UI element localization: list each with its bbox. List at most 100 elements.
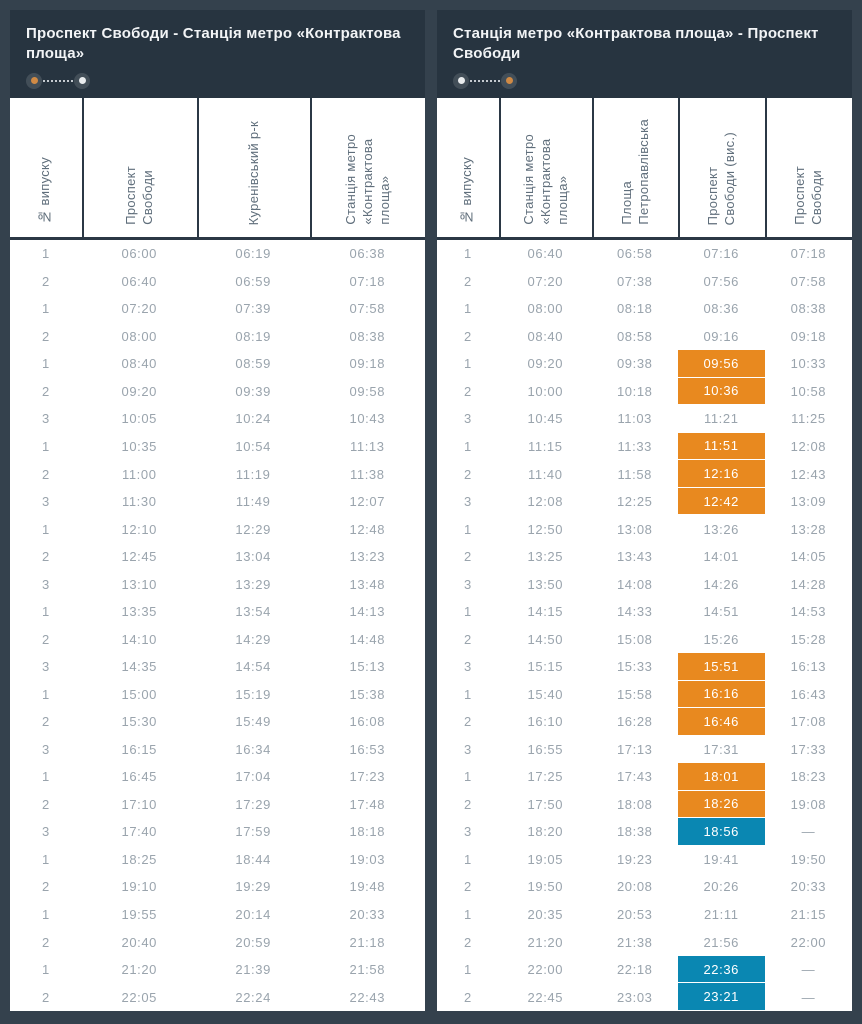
time-cell: 19:50 <box>790 851 827 867</box>
time-cell: 18:23 <box>790 769 827 785</box>
run-number-cell: 3 <box>41 659 50 675</box>
run-number-cell: 3 <box>41 741 50 757</box>
timetable-row: 1 08:00 08:18 08:36 08:38 <box>437 295 852 323</box>
route-dotted-line <box>43 79 73 82</box>
time-cell: 06:40 <box>121 273 158 289</box>
timetable-panel-return: Станція метро «Контрактова площа» - Прос… <box>437 10 852 1011</box>
time-cell: 14:35 <box>121 659 158 675</box>
time-cell: 06:19 <box>235 246 271 262</box>
column-header-label: Площа Петропавлівська <box>618 119 651 225</box>
time-cell: 22:18 <box>616 962 653 978</box>
column-header: Проспект Свободи <box>81 98 197 237</box>
time-cell: 16:53 <box>349 741 386 757</box>
column-header: Станція метро «Контрактова площа» <box>309 98 425 237</box>
time-cell: 22:24 <box>235 989 271 1005</box>
run-number-cell: 1 <box>463 438 472 454</box>
run-number-cell: 2 <box>463 273 472 289</box>
time-cell: 08:40 <box>121 356 158 372</box>
timetable-row: 2 12:45 13:04 13:23 <box>10 543 425 571</box>
route-end-dot <box>78 77 86 84</box>
time-cell: 19:08 <box>790 796 827 812</box>
time-cell: 14:51 <box>703 604 740 620</box>
time-cell: — <box>801 824 816 840</box>
time-cell: 17:40 <box>121 824 158 840</box>
timetable-row: 2 20:40 20:59 21:18 <box>10 928 425 956</box>
timetable-row: 1 13:35 13:54 14:13 <box>10 598 425 626</box>
time-cell: 09:16 <box>703 328 740 344</box>
time-cell: 17:33 <box>790 741 827 757</box>
timetable-row: 2 15:30 15:49 16:08 <box>10 708 425 736</box>
timetable-row: 2 19:50 20:08 20:26 20:33 <box>437 873 852 901</box>
timetable-row: 1 15:00 15:19 15:38 <box>10 681 425 709</box>
time-cell: 10:24 <box>235 411 271 427</box>
time-cell: 17:59 <box>235 824 271 840</box>
time-cell: 17:29 <box>235 796 271 812</box>
timetable-row: 2 19:10 19:29 19:48 <box>10 873 425 901</box>
time-cell: 16:13 <box>790 659 827 675</box>
time-cell: 12:29 <box>235 521 271 537</box>
route-title-outbound: Проспект Свободи - Станція метро «Контра… <box>26 25 401 63</box>
time-cell: 20:08 <box>616 879 653 895</box>
route-end-dot-halo <box>74 72 90 89</box>
time-cell: 21:20 <box>527 934 564 950</box>
time-cell: 11:30 <box>121 494 157 510</box>
time-cell: 11:19 <box>235 466 271 482</box>
time-cell: 18:08 <box>616 796 653 812</box>
time-cell: 16:34 <box>235 741 271 757</box>
timetable-row: 2 10:00 10:18 10:36 10:58 <box>437 377 852 406</box>
time-cell: 15:30 <box>121 714 158 730</box>
timetable-row: 1 21:20 21:39 21:58 <box>10 956 425 984</box>
time-cell: 08:36 <box>703 301 740 317</box>
time-cell: 07:18 <box>790 246 827 262</box>
time-cell-highlighted: 22:36 <box>677 955 765 984</box>
time-cell: 13:04 <box>235 549 271 565</box>
timetable-row: 1 11:15 11:33 11:51 12:08 <box>437 432 852 461</box>
run-number-cell: 1 <box>463 851 472 867</box>
run-number-cell: 1 <box>41 907 50 923</box>
time-cell: 11:21 <box>703 411 739 427</box>
column-headers: № випуску Станція метро «Контрактова площ… <box>437 98 852 240</box>
time-cell: 10:54 <box>235 438 271 454</box>
time-cell: 12:25 <box>616 494 653 510</box>
column-header: № випуску <box>437 98 499 237</box>
time-cell: 12:43 <box>790 466 827 482</box>
time-cell-highlighted: 12:42 <box>677 487 765 516</box>
time-cell: 21:39 <box>235 962 271 978</box>
route-end-dot <box>505 77 513 84</box>
time-cell: 12:07 <box>349 494 386 510</box>
time-cell: 12:45 <box>121 549 158 565</box>
timetable-row: 2 17:50 18:08 18:26 19:08 <box>437 790 852 819</box>
time-cell: 15:40 <box>527 686 564 702</box>
route-direction-icon <box>453 72 836 89</box>
run-number-cell: 2 <box>463 989 472 1005</box>
route-direction-icon <box>26 72 409 89</box>
time-cell: 23:03 <box>616 989 653 1005</box>
time-cell: 11:13 <box>350 438 385 454</box>
run-number-cell: 2 <box>463 796 472 812</box>
run-number-cell: 2 <box>41 273 50 289</box>
column-header-label: Проспект Свободи <box>123 166 156 225</box>
time-cell-highlighted: 15:51 <box>677 652 765 681</box>
time-cell: 13:54 <box>235 604 271 620</box>
time-cell: 13:23 <box>349 549 386 565</box>
run-number-cell: 1 <box>463 907 472 923</box>
time-cell: 22:45 <box>527 989 564 1005</box>
run-number-cell: 3 <box>41 576 50 592</box>
time-cell: 11:58 <box>617 466 653 482</box>
time-cell-highlighted: 16:16 <box>677 680 765 709</box>
timetable-row: 1 12:10 12:29 12:48 <box>10 515 425 543</box>
time-cell: 12:08 <box>790 438 827 454</box>
time-cell: 19:48 <box>349 879 386 895</box>
time-cell: 06:40 <box>527 246 564 262</box>
time-cell: 08:18 <box>616 301 653 317</box>
time-cell: 13:29 <box>235 576 271 592</box>
time-cell: 07:56 <box>703 273 740 289</box>
timetable-row: 1 06:00 06:19 06:38 <box>10 240 425 268</box>
time-cell: 14:33 <box>616 604 653 620</box>
timetable-row: 2 11:40 11:58 12:16 12:43 <box>437 460 852 488</box>
time-cell: 08:58 <box>616 328 653 344</box>
time-cell: 22:00 <box>790 934 827 950</box>
timetable-row: 3 14:35 14:54 15:13 <box>10 653 425 681</box>
time-cell: 16:10 <box>527 714 564 730</box>
run-number-cell: 2 <box>463 549 472 565</box>
